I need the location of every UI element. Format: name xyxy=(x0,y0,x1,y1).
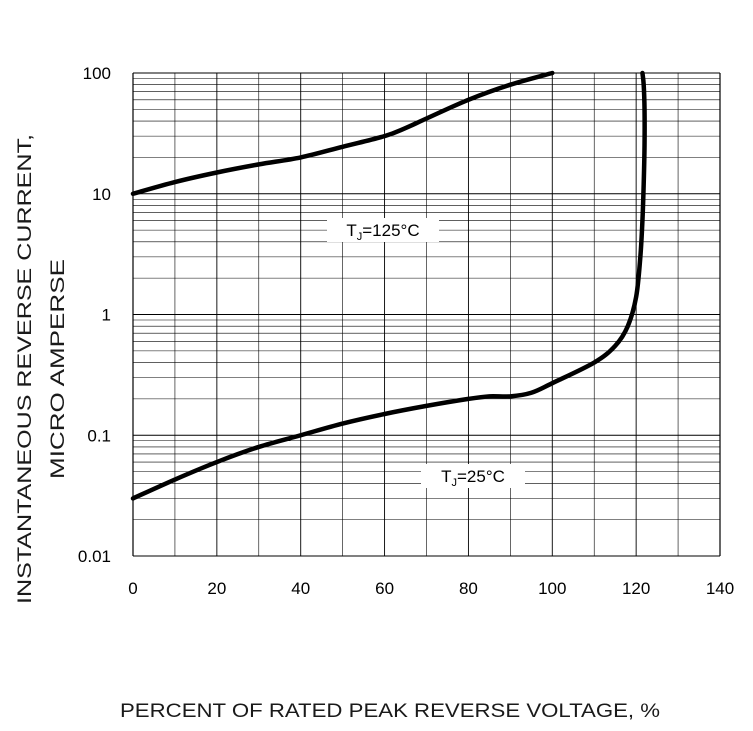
x-tick-label: 120 xyxy=(622,579,650,598)
y-tick-label: 10 xyxy=(92,185,111,204)
x-tick-label: 20 xyxy=(207,579,226,598)
series-line-0 xyxy=(130,70,555,196)
y-tick-label: 1 xyxy=(102,306,111,325)
series-label-0: TJ=125°C xyxy=(346,221,419,243)
series-line-1 xyxy=(130,70,647,501)
grid-lines xyxy=(132,72,721,557)
x-tick-label: 100 xyxy=(538,579,566,598)
series-label-background xyxy=(327,218,439,242)
series-label-1: TJ=25°C xyxy=(441,467,505,489)
x-tick-label: 80 xyxy=(459,579,478,598)
data-series xyxy=(130,70,647,501)
x-tick-label: 0 xyxy=(128,579,137,598)
y-axis-label-line-1: INSTANTANEOUS REVERSE CURRENT, xyxy=(15,134,36,604)
tick-labels: 0 20 40 60 80 100 120 140 0.01 0.1 1 10 100 xyxy=(78,64,734,598)
series-label-background xyxy=(421,464,525,488)
y-tick-label: 100 xyxy=(83,64,111,83)
y-tick-label: 0.01 xyxy=(78,547,111,566)
y-axis-label-line-2: MICRO AMPERSE xyxy=(48,259,69,479)
curve-labels: TJ=125°C TJ=25°C xyxy=(327,218,525,489)
x-tick-label: 140 xyxy=(706,579,734,598)
y-tick-label: 0.1 xyxy=(87,426,111,445)
x-tick-label: 60 xyxy=(375,579,394,598)
x-axis-label: PERCENT OF RATED PEAK REVERSE VOLTAGE, % xyxy=(120,701,660,722)
x-tick-label: 40 xyxy=(291,579,310,598)
